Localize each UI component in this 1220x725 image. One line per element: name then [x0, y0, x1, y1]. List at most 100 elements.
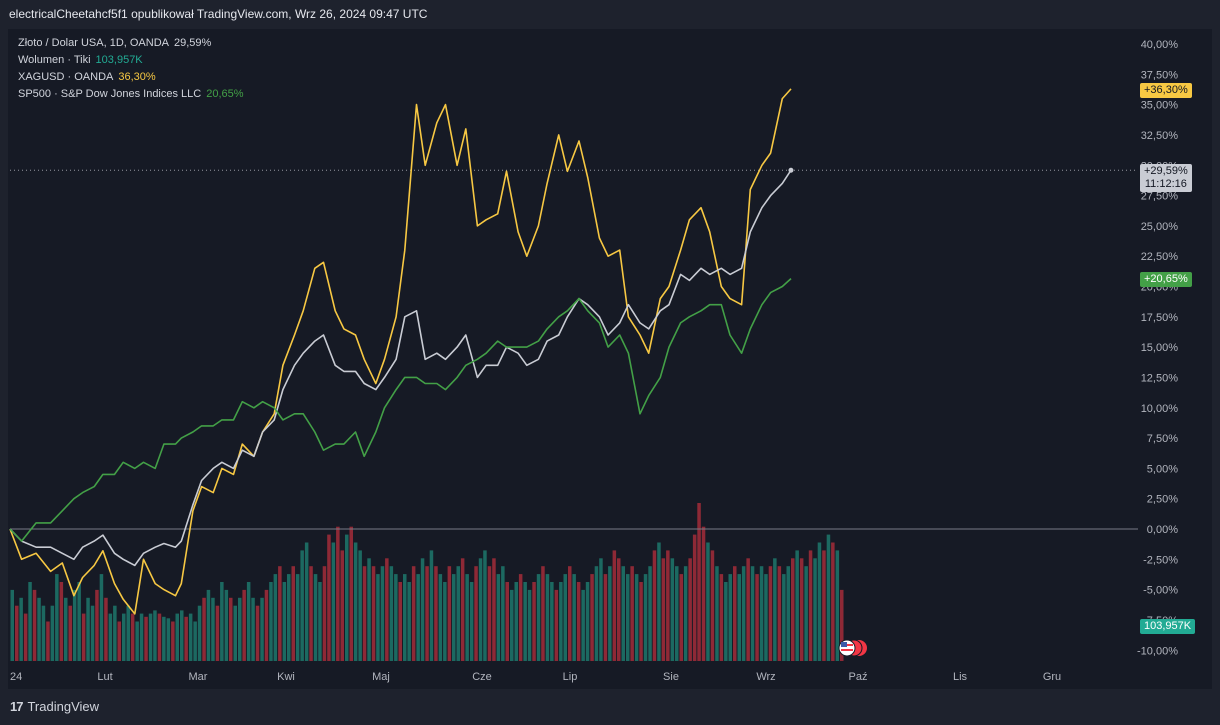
volume-bar	[269, 582, 273, 661]
volume-bar	[162, 616, 166, 661]
volume-bar	[394, 574, 398, 661]
volume-bar	[282, 582, 287, 661]
volume-bar	[786, 566, 790, 661]
volume-bar	[229, 597, 233, 661]
volume-bar	[733, 566, 737, 661]
tradingview-logo-icon: 17	[10, 699, 24, 714]
volume-bar	[278, 566, 282, 661]
volume-bar	[505, 582, 509, 661]
tradingview-logo[interactable]: 17 TradingView	[10, 699, 99, 714]
y-tick-label: -10,00%	[1137, 645, 1178, 657]
volume-bar	[590, 574, 594, 661]
x-tick-label: Lut	[97, 671, 112, 683]
price-lines	[9, 88, 794, 615]
volume-bar	[554, 589, 559, 661]
y-tick-label: -5,00%	[1143, 585, 1178, 597]
x-tick-label: 24	[10, 671, 22, 683]
volume-bar	[55, 574, 59, 661]
volume-bar	[808, 550, 813, 661]
legend-value: 103,957K	[95, 54, 143, 66]
series-line-gold	[9, 169, 792, 567]
volume-bar	[527, 589, 532, 661]
gold-price-value: +29,59%	[1144, 165, 1188, 177]
volume-bar	[728, 574, 732, 661]
chart-panel[interactable]: 40,00%37,50%35,00%32,50%30,00%27,50%25,0…	[8, 29, 1212, 689]
legend-item-xagusd[interactable]: XAGUSD · OANDA 36,30%	[18, 69, 244, 86]
x-tick-label: Maj	[372, 671, 390, 683]
volume-bar	[349, 526, 353, 661]
volume-bar	[719, 574, 724, 661]
volume-bar	[309, 566, 313, 661]
volume-bar	[180, 610, 184, 661]
volume-bar	[822, 550, 826, 661]
volume-bar	[510, 589, 514, 661]
volume-bar	[523, 582, 527, 661]
volume-bar	[336, 526, 340, 661]
volume-bar	[469, 582, 474, 661]
legend-value: 29,59%	[174, 37, 212, 49]
volume-bar	[175, 613, 179, 661]
legend-name: Złoto / Dolar USA, 1D, OANDA	[18, 37, 169, 49]
economic-events-icon[interactable]	[838, 639, 868, 657]
volume-bar	[768, 566, 773, 661]
volume-bar	[86, 597, 90, 661]
volume-bar	[15, 605, 19, 661]
y-tick-label: 25,00%	[1141, 221, 1179, 233]
volume-bar	[634, 574, 639, 661]
volume-bar	[639, 582, 643, 661]
volume-bar	[541, 566, 545, 661]
x-tick-label: Gru	[1043, 671, 1061, 683]
volume-bar	[764, 574, 768, 661]
legend-name: Wolumen · Tiki	[18, 54, 91, 66]
volume-bar	[99, 574, 104, 661]
volume-bar	[358, 550, 362, 661]
volume-bar	[171, 621, 175, 661]
volume-bar	[425, 566, 429, 661]
volume-bar	[501, 566, 505, 661]
gold-last-point	[788, 167, 794, 173]
volume-bar	[675, 566, 679, 661]
publisher-header: electricalCheetahcf5f1 opublikował Tradi…	[0, 0, 1220, 29]
volume-bar	[514, 582, 518, 661]
tradingview-logo-text: TradingView	[27, 699, 100, 714]
volume-bar	[72, 589, 77, 661]
volume-bar	[340, 550, 344, 661]
y-tick-label: 15,00%	[1141, 342, 1179, 354]
x-tick-label: Cze	[472, 671, 492, 683]
volume-bar	[371, 566, 376, 661]
volume-bar	[701, 526, 706, 661]
volume-bar	[603, 574, 608, 661]
volume-bar	[77, 582, 81, 661]
x-tick-label: Mar	[189, 671, 208, 683]
volume-bar	[206, 589, 211, 661]
volume-bar	[287, 574, 291, 661]
volume-bar	[197, 605, 202, 661]
legend-item-volume[interactable]: Wolumen · Tiki 103,957K	[18, 52, 244, 69]
chart-canvas[interactable]: 40,00%37,50%35,00%32,50%30,00%27,50%25,0…	[8, 29, 1212, 689]
sp500-price-badge: +20,65%	[1140, 272, 1192, 287]
volume-bar	[630, 566, 634, 661]
volume-bar	[389, 566, 394, 661]
volume-bar	[59, 582, 64, 661]
volume-bar	[652, 550, 657, 661]
legend-item-sp500[interactable]: SP500 · S&P Dow Jones Indices LLC 20,65%	[18, 86, 244, 103]
volume-bar	[782, 574, 786, 661]
volume-bar	[759, 566, 764, 661]
volume-bar	[117, 621, 121, 661]
volume-bar	[345, 534, 349, 661]
volume-bar	[492, 558, 496, 661]
legend: Złoto / Dolar USA, 1D, OANDA 29,59% Wolum…	[18, 35, 244, 103]
volume-bar	[157, 613, 162, 661]
volume-bar	[666, 550, 670, 661]
y-tick-label: 0,00%	[1147, 524, 1178, 536]
volume-bar	[304, 542, 309, 661]
legend-value: 20,65%	[206, 88, 244, 100]
volume-bar	[626, 574, 630, 661]
volume-bar	[576, 582, 581, 661]
legend-item-gold[interactable]: Złoto / Dolar USA, 1D, OANDA 29,59%	[18, 35, 244, 52]
volume-bar	[804, 566, 808, 661]
flag-icon	[838, 639, 867, 657]
volume-bar	[777, 566, 782, 661]
volume-bar	[81, 613, 86, 661]
volume-bar	[545, 574, 550, 661]
